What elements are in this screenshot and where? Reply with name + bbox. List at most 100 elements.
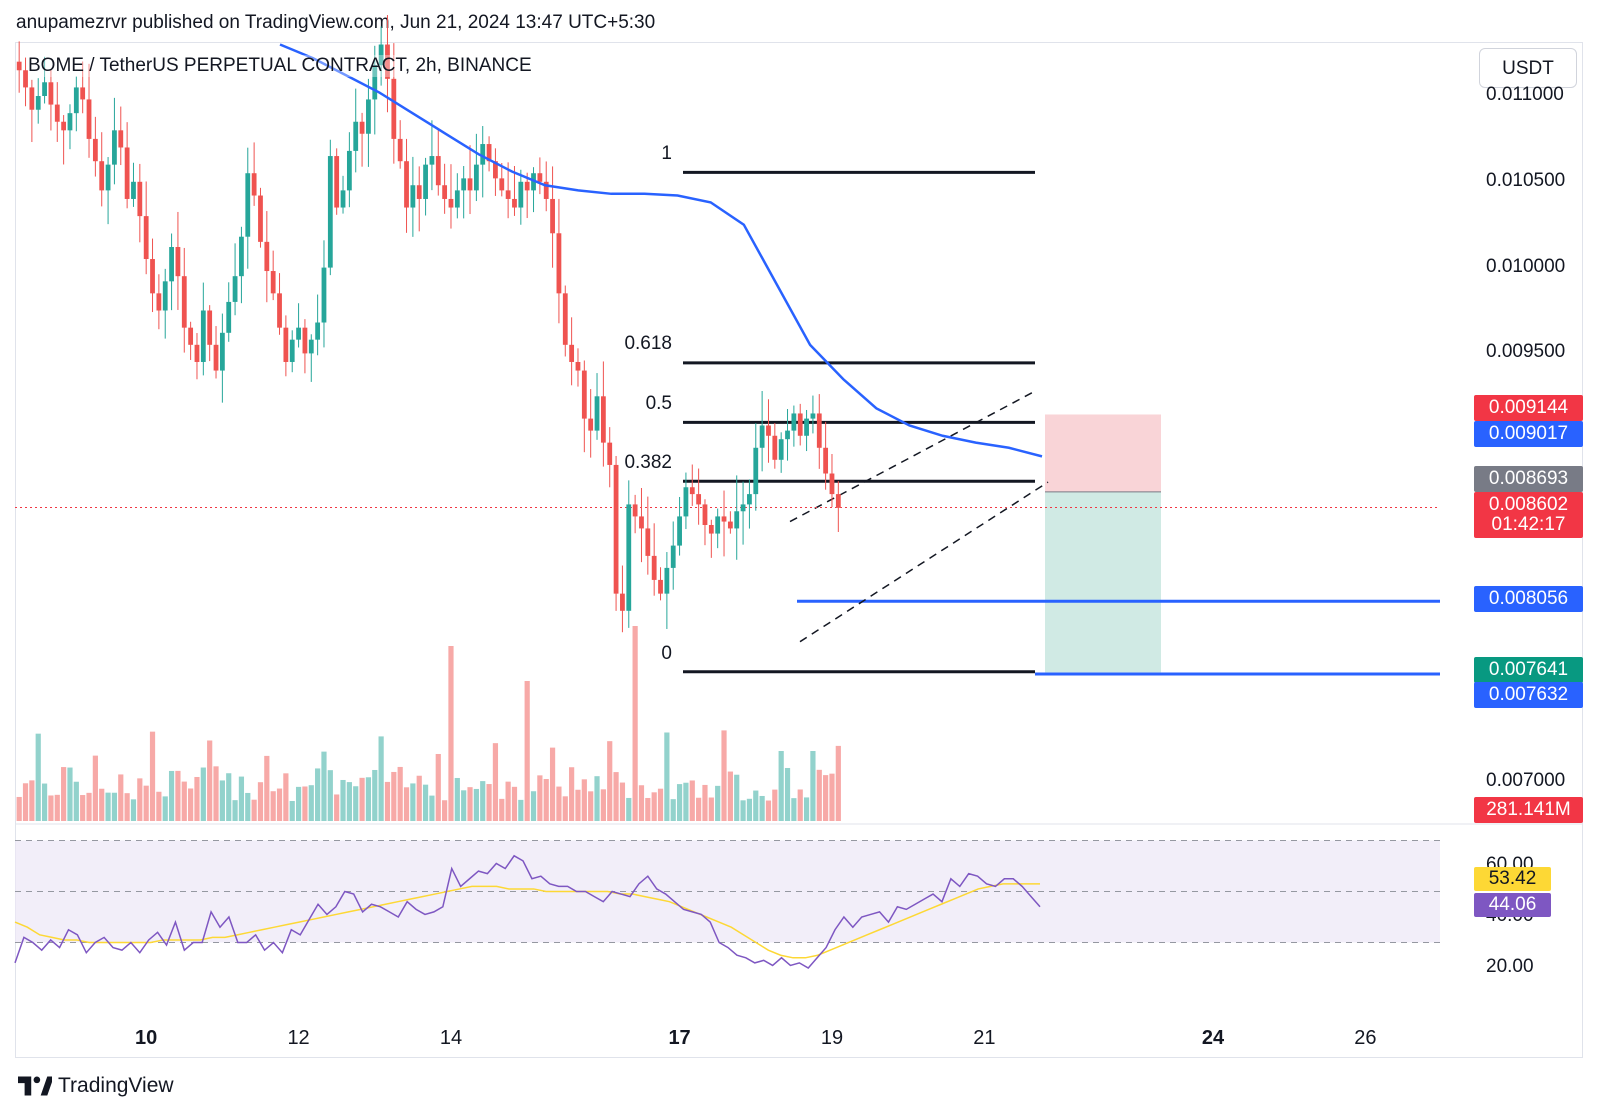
candle-body [454,190,460,208]
candle-body [581,370,587,419]
candle-body [308,339,314,354]
volume-bar [359,777,365,821]
volume-bar [207,740,213,821]
volume-bar [353,786,359,821]
candle-body [562,293,568,345]
channel-lower-line [799,481,1049,643]
volume-bar [442,800,448,821]
volume-bar [530,791,537,821]
volume-bar [454,777,460,821]
tradingview-logo-icon [18,1076,52,1096]
volume-bar [823,775,829,821]
candle-body [734,511,740,529]
candle-body [156,293,162,311]
candle-body [23,70,28,88]
volume-bar [810,751,816,821]
fib-level-label: 0.382 [624,452,672,473]
volume-bar [168,770,175,821]
candle-body [461,178,467,191]
volume-bar [48,795,54,821]
candle-body [359,121,365,134]
volume-bar [702,784,708,821]
candle-body [632,504,638,517]
candle-body [270,271,276,294]
candle-body [429,156,435,165]
volume-bar [429,795,435,821]
volume-bar [86,792,92,821]
volume-bar [499,798,505,821]
candle-body [778,439,784,460]
volume-bar [600,789,606,821]
candle-body [740,504,746,512]
volume-bar [92,755,98,821]
candle-body [664,567,670,594]
candle-body [797,413,803,436]
candle-body [499,178,505,191]
volume-bar [188,788,194,821]
price-label-tag: 0.008056 [1474,586,1583,612]
volume-bar [111,792,118,821]
candle-body [239,236,244,277]
candle-body [829,473,835,495]
candle-body [321,267,327,323]
date-axis-tick: 19 [820,1027,844,1049]
footer-brand[interactable]: TradingView [18,1074,174,1098]
volume-bar [740,800,746,821]
candle-body [575,361,581,371]
candle-body [550,198,555,234]
candle-body [302,327,308,354]
candle-body [194,344,200,362]
candle-body [639,516,644,529]
symbol-title[interactable]: BOME / TetherUS PERPETUAL CONTRACT, 2h, … [28,55,532,77]
volume-bar [315,768,321,821]
chart-frame [15,42,1583,1058]
candle-body [232,276,238,302]
candle-body [219,332,225,371]
candle-body [772,435,778,460]
volume-bar [302,786,308,821]
volume-bar [543,779,549,821]
moving-average-line [279,43,1043,458]
candle-body [73,87,79,114]
volume-bar [835,745,841,821]
fib-level-label: 0.618 [624,333,672,354]
candle-body [651,555,657,580]
volume-bar [670,799,676,821]
candle-body [226,301,232,333]
volume-bar [746,798,753,821]
candle-body [264,241,270,272]
candle-body [588,418,594,431]
candle-body [105,164,111,191]
candle-body [80,87,86,100]
candle-body [569,344,575,362]
footer-brand-label: TradingView [58,1074,174,1097]
volume-bar [435,753,441,821]
candle-body [512,198,517,208]
volume-bars [16,626,841,821]
volume-bar [492,743,499,821]
candle-body [766,425,771,436]
candle-body [188,327,194,345]
candle-body [251,173,257,196]
volume-bar [772,789,778,821]
volume-bar [245,792,251,821]
candle-body [346,150,352,191]
volume-bar [638,785,645,821]
candle-body [143,216,149,260]
date-axis-tick: 10 [135,1027,158,1049]
candle-body [759,425,765,448]
volume-bar [61,767,67,821]
currency-button[interactable]: USDT [1479,48,1577,88]
volume-bar [562,796,568,821]
volume-bar [829,773,835,821]
volume-bar [80,795,86,821]
date-axis-tick: 24 [1201,1027,1225,1049]
candle-body [753,447,759,495]
rsi-line [14,854,1041,969]
candle-body [169,247,174,282]
candle-body [696,494,702,505]
volume-bar [708,797,714,821]
volume-bar [391,771,397,821]
candle-body [607,442,613,465]
